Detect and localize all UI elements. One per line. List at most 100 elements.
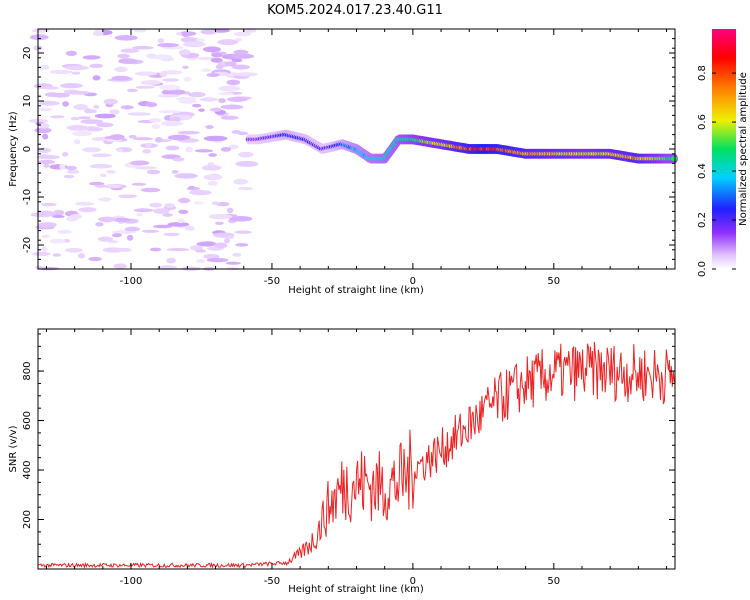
- noise-blob: [176, 31, 183, 36]
- spectrogram-xlabel: Height of straight line (km): [288, 285, 424, 296]
- noise-blob: [62, 151, 69, 157]
- noise-blob: [106, 170, 116, 174]
- figure-title: KOM5.2024.017.23.40.G11: [267, 3, 443, 18]
- noise-blob: [157, 38, 165, 44]
- noise-blob: [211, 53, 223, 58]
- noise-blob: [89, 63, 104, 68]
- noise-blob: [171, 170, 179, 174]
- noise-blob: [70, 116, 81, 121]
- noise-blob: [220, 147, 232, 152]
- noise-blob: [185, 146, 193, 153]
- spectrogram-heatmap: [28, 28, 678, 271]
- noise-blob: [235, 160, 259, 167]
- noise-blob: [165, 145, 180, 151]
- x-tick-label: -50: [264, 576, 280, 587]
- noise-blob: [29, 34, 49, 41]
- noise-blob: [51, 92, 70, 98]
- noise-blob: [94, 113, 116, 119]
- noise-blob: [200, 29, 218, 35]
- noise-blob: [151, 123, 161, 130]
- noise-blob: [37, 159, 55, 165]
- noise-blob: [220, 104, 244, 110]
- x-tick-label: -100: [120, 576, 143, 587]
- noise-blob: [166, 248, 190, 252]
- noise-blob: [205, 125, 214, 129]
- noise-blob: [238, 186, 253, 191]
- noise-blob: [172, 157, 185, 162]
- noise-blob: [234, 72, 258, 77]
- noise-blob: [227, 235, 235, 239]
- noise-blob: [167, 134, 191, 141]
- noise-blob: [141, 229, 159, 233]
- noise-blob: [57, 229, 72, 234]
- noise-blob: [89, 163, 113, 169]
- snr-panel: -100 -50 0 50 200 400 600 800 Height of straigh…: [8, 328, 676, 595]
- noise-blob: [202, 46, 221, 53]
- noise-blob: [231, 130, 242, 134]
- x-tick-label: 0: [410, 576, 416, 587]
- noise-blob: [146, 169, 161, 175]
- y-tick-label: -20: [22, 237, 33, 253]
- noise-blob: [201, 164, 222, 171]
- snr-ticks: -100 -50 0 50 200 400 600 800: [22, 329, 675, 587]
- noise-blob: [189, 189, 212, 196]
- noise-blob: [81, 147, 102, 153]
- noise-blob: [34, 127, 52, 134]
- noise-blob: [229, 216, 253, 222]
- noise-blob: [132, 46, 154, 50]
- ridge-core: [670, 156, 678, 162]
- noise-blob: [193, 201, 205, 205]
- noise-blob: [136, 213, 144, 217]
- noise-blob: [65, 50, 77, 57]
- noise-blob: [140, 187, 161, 193]
- noise-blob: [163, 232, 180, 237]
- noise-blob: [117, 53, 130, 59]
- noise-blob: [215, 64, 224, 69]
- noise-blob: [118, 247, 132, 252]
- colorbar-tick-label: 0.0: [697, 261, 708, 277]
- noise-blob: [195, 249, 207, 253]
- noise-blob: [50, 115, 65, 119]
- y-tick-label: 600: [22, 411, 33, 430]
- noise-blob: [175, 97, 196, 101]
- noise-blob: [43, 163, 50, 168]
- noise-blob: [71, 71, 81, 75]
- noise-blob: [36, 154, 60, 160]
- noise-blob: [228, 144, 239, 150]
- noise-blob: [148, 118, 162, 123]
- noise-blob: [158, 110, 182, 114]
- noise-blob: [198, 108, 205, 112]
- noise-blob: [200, 241, 216, 247]
- noise-blob: [72, 130, 93, 137]
- noise-blob: [203, 174, 223, 181]
- noise-blob: [31, 28, 50, 33]
- noise-blob: [164, 203, 175, 209]
- noise-blob: [181, 31, 191, 38]
- noise-blob: [152, 54, 173, 60]
- noise-blob: [203, 254, 220, 259]
- noise-blob: [211, 201, 220, 205]
- noise-blob: [233, 31, 251, 37]
- noise-blob: [218, 98, 227, 104]
- noise-blob: [157, 43, 180, 48]
- noise-blob: [89, 181, 105, 186]
- x-tick-label: 50: [547, 576, 560, 587]
- noise-blob: [195, 38, 205, 42]
- noise-blob: [196, 259, 206, 263]
- noise-blob: [174, 173, 198, 179]
- noise-blob: [234, 230, 252, 234]
- noise-blob: [226, 207, 234, 214]
- noise-blob: [183, 76, 192, 82]
- y-tick-label: 400: [22, 460, 33, 479]
- noise-blob: [32, 251, 51, 256]
- noise-blob: [40, 86, 59, 90]
- noise-blob: [49, 238, 66, 244]
- noise-blob: [232, 252, 242, 257]
- noise-blob: [135, 85, 155, 89]
- noise-blob: [153, 224, 173, 229]
- noise-blob: [188, 185, 195, 189]
- noise-blob: [131, 182, 147, 186]
- noise-blob: [82, 55, 101, 60]
- noise-blob: [201, 68, 212, 72]
